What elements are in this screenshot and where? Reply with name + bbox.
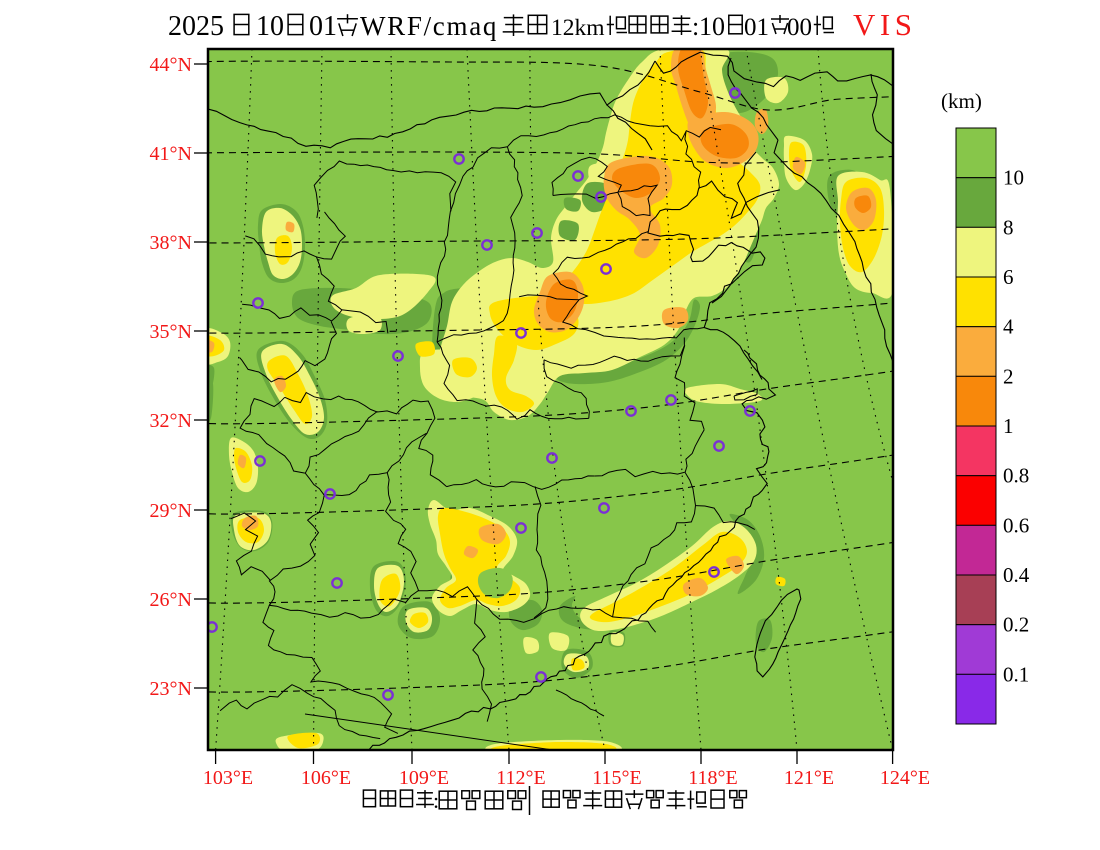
svg-text:112°E: 112°E (496, 767, 545, 789)
svg-text:38°N: 38°N (150, 232, 192, 254)
svg-text:29°N: 29°N (150, 500, 192, 522)
svg-text:121°E: 121°E (784, 767, 834, 789)
svg-text:26°N: 26°N (150, 589, 192, 611)
svg-text:35°N: 35°N (150, 321, 192, 343)
svg-text:115°E: 115°E (592, 767, 641, 789)
svg-text:0.1: 0.1 (1003, 662, 1029, 686)
svg-text:2: 2 (1003, 364, 1014, 388)
svg-text:8: 8 (1003, 215, 1014, 239)
svg-text:10: 10 (256, 11, 284, 42)
svg-text:0.2: 0.2 (1003, 613, 1029, 637)
svg-text:VIS: VIS (853, 7, 916, 42)
svg-text::: : (433, 788, 439, 813)
svg-text:WRF/cmaq: WRF/cmaq (360, 11, 498, 41)
svg-text:01: 01 (309, 11, 337, 42)
svg-text:0.4: 0.4 (1003, 563, 1030, 587)
svg-text:41°N: 41°N (150, 143, 192, 165)
svg-text:00: 00 (787, 14, 812, 41)
svg-text:0.6: 0.6 (1003, 513, 1029, 537)
svg-text:12km: 12km (551, 15, 605, 41)
svg-text:(km): (km) (941, 89, 982, 113)
svg-text:106°E: 106°E (301, 767, 351, 789)
svg-text:23°N: 23°N (150, 678, 192, 700)
svg-text:124°E: 124°E (880, 767, 930, 789)
svg-text:4: 4 (1003, 315, 1014, 339)
svg-text:32°N: 32°N (150, 410, 192, 432)
svg-text:0.8: 0.8 (1003, 464, 1029, 488)
svg-text:10: 10 (699, 12, 725, 41)
svg-text:10: 10 (1003, 166, 1024, 190)
svg-text::: : (692, 12, 699, 41)
svg-text:118°E: 118°E (688, 767, 737, 789)
svg-text:2025: 2025 (168, 11, 224, 42)
svg-text:01: 01 (744, 14, 769, 41)
svg-text:1: 1 (1003, 414, 1014, 438)
svg-text:6: 6 (1003, 265, 1014, 289)
svg-text:103°E: 103°E (203, 767, 253, 789)
svg-text:44°N: 44°N (150, 54, 192, 76)
svg-text:109°E: 109°E (399, 767, 449, 789)
